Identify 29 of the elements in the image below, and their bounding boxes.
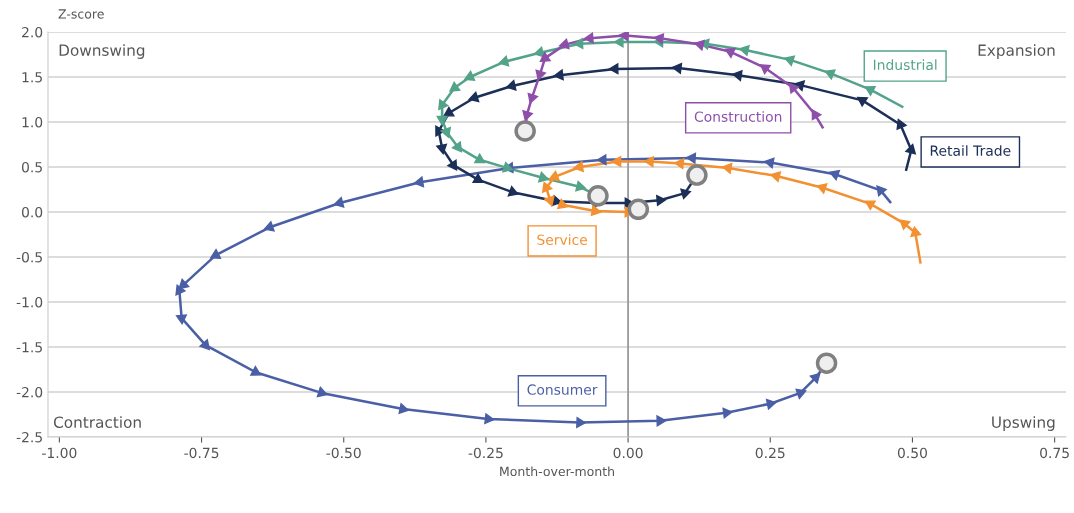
x-tick-label: -1.00 (42, 447, 77, 459)
y-tick-label: 0.0 (21, 206, 43, 218)
x-axis-title: Month-over-month (500, 466, 614, 477)
x-tick-label: 0.75 (1040, 447, 1069, 459)
series-label: Industrial (873, 59, 937, 71)
y-tick-label: 2.0 (22, 26, 43, 38)
y-tick-label: -2.0 (16, 386, 43, 398)
x-tick-label: -0.25 (468, 447, 503, 459)
annotation: Upswing (992, 416, 1055, 431)
x-tick-label: 0.25 (755, 447, 785, 459)
series-label: Construction (694, 111, 782, 122)
x-tick-label: 0.00 (613, 447, 643, 459)
x-tick-label: -0.75 (184, 447, 219, 459)
y-tick-label: -2.5 (16, 431, 42, 443)
annotation: Contraction (53, 416, 141, 428)
x-tick-label: 0.50 (897, 447, 927, 459)
y-tick-label: 1.5 (22, 72, 42, 83)
series-label: Retail Trade (930, 145, 1011, 156)
annotation: Downswing (59, 44, 145, 59)
series-label: Consumer (527, 384, 598, 395)
annotation: Expansion (978, 44, 1055, 59)
series-label: Service (537, 234, 588, 246)
y-tick-label: -1.5 (16, 342, 42, 353)
y-tick-label: -0.5 (16, 251, 42, 263)
y-tick-label: -1.0 (16, 296, 43, 308)
y-tick-label: 0.5 (21, 161, 42, 173)
x-tick-label: -0.50 (326, 447, 361, 459)
y-axis-title: Z-score (58, 9, 104, 19)
y-tick-label: 1.0 (22, 116, 43, 128)
